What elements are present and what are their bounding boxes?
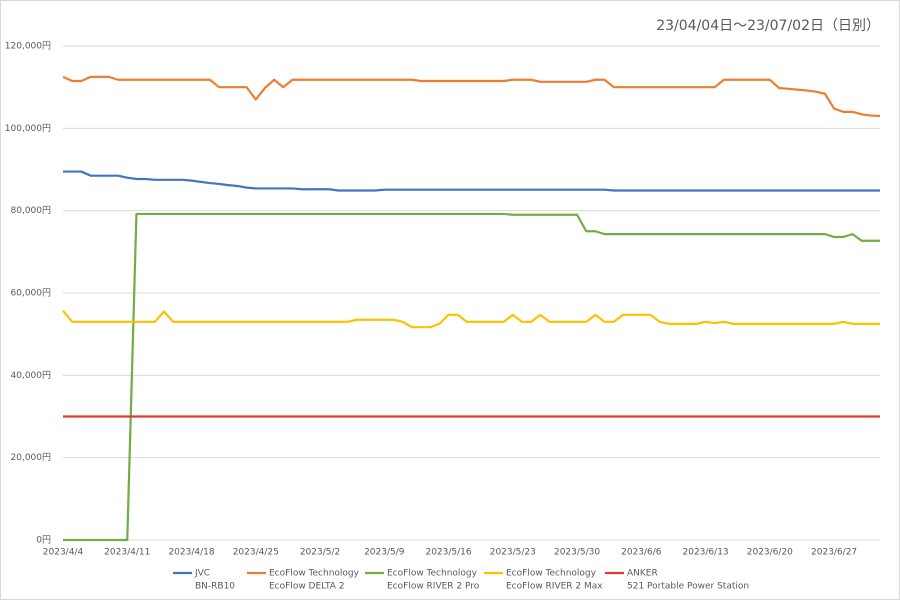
x-tick-label: 2023/5/30 xyxy=(554,548,600,558)
y-tick-label: 100,000円 xyxy=(5,123,51,134)
y-tick-label: 80,000円 xyxy=(11,205,52,216)
legend-label: JVC xyxy=(194,569,210,579)
x-tick-label: 2023/4/25 xyxy=(233,548,279,558)
series-line xyxy=(63,212,880,542)
series-line xyxy=(63,170,880,192)
legend-label: EcoFlow RIVER 2 Max xyxy=(506,582,603,592)
x-tick-label: 2023/4/11 xyxy=(104,548,150,558)
legend-label: EcoFlow Technology xyxy=(269,569,360,579)
y-tick-label: 40,000円 xyxy=(11,370,52,381)
y-tick-label: 60,000円 xyxy=(11,288,52,299)
x-tick-label: 2023/5/9 xyxy=(364,548,405,558)
x-tick-label: 2023/4/4 xyxy=(43,548,84,558)
legend-label: EcoFlow DELTA 2 xyxy=(269,582,344,592)
chart-title: 23/04/04日～23/07/02日（日別） xyxy=(656,18,880,34)
x-tick-label: 2023/5/16 xyxy=(425,548,471,558)
x-tick-label: 2023/5/23 xyxy=(490,548,536,558)
x-tick-label: 2023/4/18 xyxy=(168,548,214,558)
x-tick-label: 2023/6/13 xyxy=(683,548,729,558)
series-line xyxy=(62,309,880,329)
y-tick-label: 0円 xyxy=(36,535,51,546)
x-tick-label: 2023/6/6 xyxy=(621,548,662,558)
legend-label: ANKER xyxy=(627,569,658,579)
x-tick-label: 2023/6/20 xyxy=(747,548,793,558)
x-tick-label: 2023/5/2 xyxy=(300,548,340,558)
legend-label: EcoFlow RIVER 2 Pro xyxy=(387,582,480,592)
legend-label: 521 Portable Power Station xyxy=(627,582,749,592)
legend-label: BN-RB10 xyxy=(195,582,235,592)
legend-label: EcoFlow Technology xyxy=(506,569,597,579)
series-line xyxy=(62,75,881,118)
y-tick-label: 120,000円 xyxy=(5,41,51,52)
x-tick-label: 2023/6/27 xyxy=(811,548,857,558)
legend-label: EcoFlow Technology xyxy=(387,569,478,579)
y-tick-label: 20,000円 xyxy=(11,452,52,463)
